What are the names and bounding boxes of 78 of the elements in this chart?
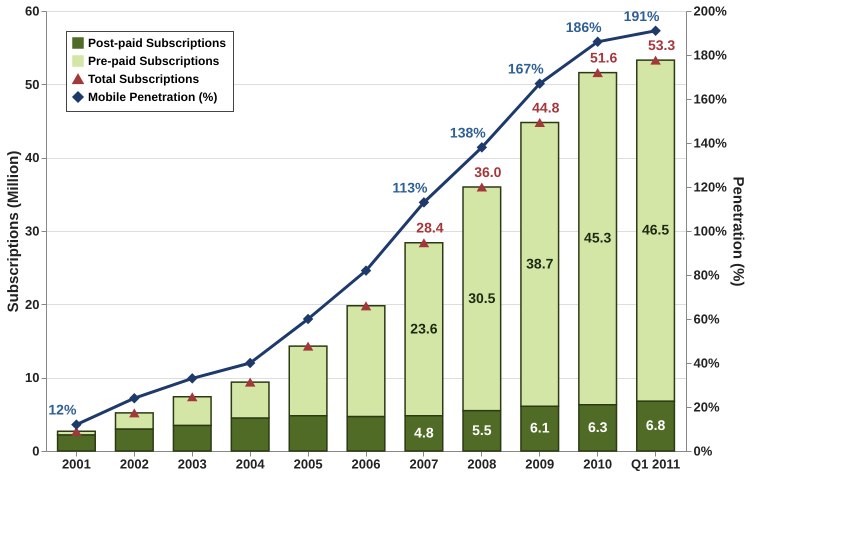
point bbox=[534, 118, 545, 128]
point bbox=[476, 142, 488, 153]
data-label: 12% bbox=[48, 402, 77, 418]
y2-tick-label: 40% bbox=[694, 356, 720, 370]
y-tick-label: 60 bbox=[25, 4, 40, 18]
x-tick-label: 2009 bbox=[525, 456, 554, 472]
y2-tick-label: 20% bbox=[694, 400, 720, 414]
x-tick-label: 2007 bbox=[409, 456, 438, 472]
data-label: 28.4 bbox=[416, 220, 444, 236]
data-label: 51.6 bbox=[590, 50, 618, 66]
data-label: 45.3 bbox=[584, 230, 612, 246]
x-tick-label: 2003 bbox=[178, 456, 207, 472]
data-label: 6.8 bbox=[646, 417, 666, 434]
x-tick-label: 2010 bbox=[583, 456, 612, 472]
x-tick-label: 2006 bbox=[352, 456, 380, 472]
point bbox=[592, 68, 603, 78]
x-tick-label: 2008 bbox=[467, 456, 496, 472]
point bbox=[129, 392, 140, 404]
y-tick-label: 10 bbox=[25, 370, 40, 386]
point bbox=[650, 56, 661, 65]
data-label: 6.1 bbox=[530, 420, 550, 436]
y-axis-title: Subscriptions (Million) bbox=[5, 150, 22, 312]
point bbox=[360, 301, 372, 310]
x-tick-label: 2004 bbox=[236, 456, 266, 472]
y2-tick-label: 160% bbox=[694, 92, 728, 106]
x-tick-label: Q1 2011 bbox=[631, 456, 680, 472]
data-label: 38.7 bbox=[526, 255, 554, 272]
point bbox=[476, 182, 488, 192]
data-label: 4.8 bbox=[414, 424, 434, 440]
point bbox=[302, 314, 314, 324]
y2-tick-label: 180% bbox=[694, 48, 728, 62]
y-tick-label: 50 bbox=[25, 76, 40, 92]
y2-tick-label: 120% bbox=[694, 180, 728, 194]
x-tick-label: 2001 bbox=[62, 456, 91, 472]
data-label: 113% bbox=[392, 179, 428, 196]
legend-label: Mobile Penetration (%) bbox=[88, 90, 218, 104]
y-tick-label: 40 bbox=[25, 150, 40, 166]
x-tick-label: 2002 bbox=[120, 456, 149, 472]
y2-axis-title: Penetration (%) bbox=[730, 176, 747, 287]
point bbox=[244, 358, 256, 368]
point bbox=[187, 373, 198, 384]
bar bbox=[56, 434, 96, 452]
y2-tick-label: 140% bbox=[694, 136, 728, 150]
data-label: 191% bbox=[624, 8, 660, 24]
y2-tick-label: 200% bbox=[694, 4, 728, 18]
y-tick-label: 20 bbox=[25, 296, 40, 312]
data-label: 5.5 bbox=[472, 422, 492, 438]
legend-label: Post-paid Subscriptions bbox=[88, 36, 226, 50]
legend-label: Pre-paid Subscriptions bbox=[88, 54, 220, 68]
data-label: 30.5 bbox=[468, 290, 496, 306]
y2-tick-label: 0% bbox=[694, 444, 713, 458]
point bbox=[187, 392, 198, 402]
data-label: 167% bbox=[508, 60, 544, 77]
y2-tick-label: 80% bbox=[694, 268, 720, 282]
point bbox=[244, 378, 256, 387]
point bbox=[534, 78, 545, 89]
y-tick-label: 0 bbox=[32, 444, 40, 458]
point bbox=[360, 265, 372, 276]
data-label: 138% bbox=[450, 124, 486, 140]
x-tick-label: 2005 bbox=[294, 456, 323, 472]
point bbox=[418, 197, 430, 208]
data-label: 6.3 bbox=[588, 418, 608, 435]
legend-label: Total Subscriptions bbox=[88, 72, 200, 86]
point bbox=[302, 342, 314, 351]
data-label: 36.0 bbox=[474, 164, 502, 180]
point bbox=[650, 26, 661, 36]
data-label: 186% bbox=[566, 18, 602, 35]
point bbox=[71, 419, 82, 430]
data-label: 44.8 bbox=[532, 99, 560, 116]
point bbox=[418, 238, 430, 248]
data-label: 46.5 bbox=[642, 222, 670, 238]
point bbox=[129, 408, 140, 418]
data-label: 53.3 bbox=[648, 37, 676, 54]
y2-tick-label: 60% bbox=[694, 312, 720, 326]
data-label: 23.6 bbox=[410, 320, 438, 336]
point bbox=[592, 36, 603, 48]
y-tick-label: 30 bbox=[25, 224, 40, 238]
y2-tick-label: 100% bbox=[694, 224, 728, 238]
